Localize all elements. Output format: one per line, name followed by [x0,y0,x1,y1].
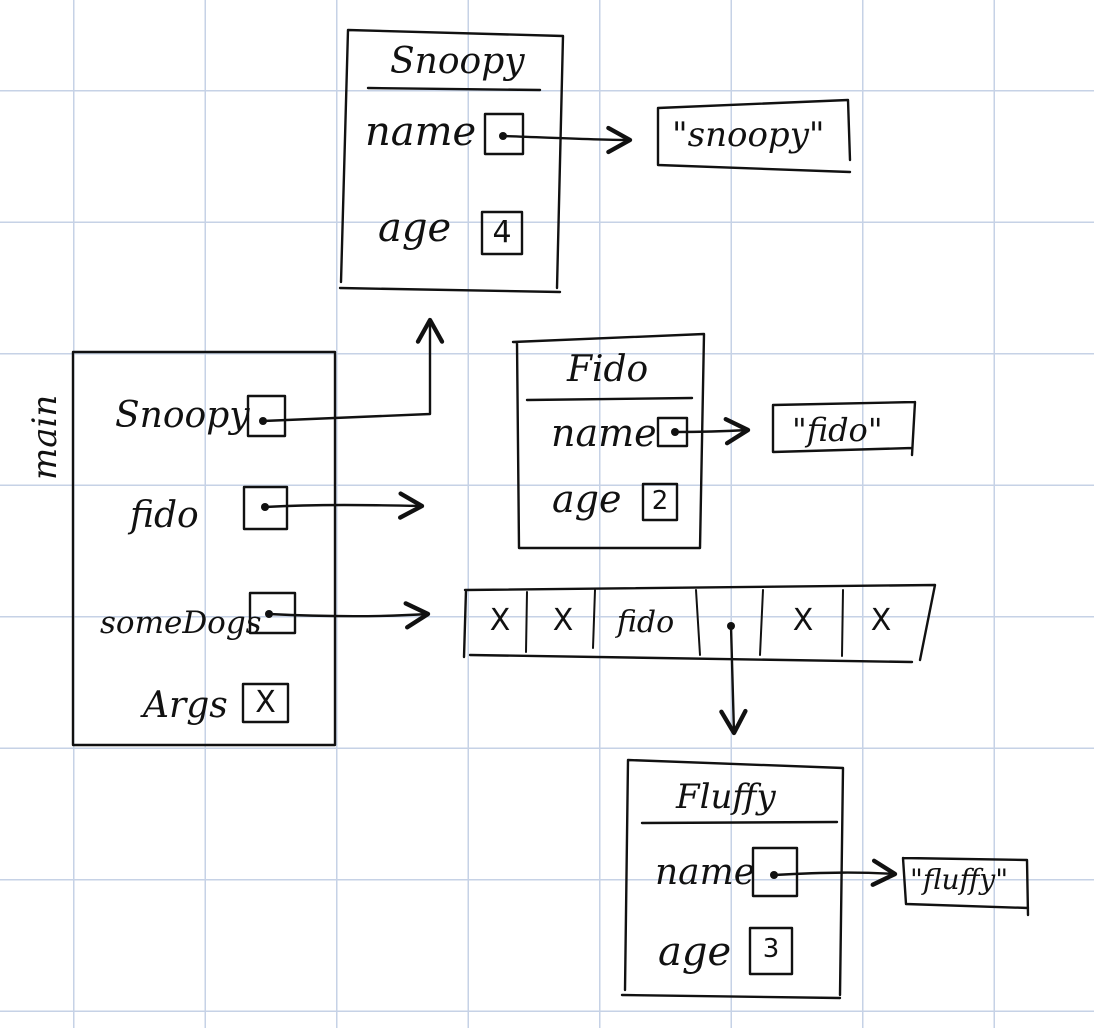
somedogs-pointer-arrow [267,601,431,630]
snoopy-pointer-arrow [261,317,445,423]
fido-name-arrow [673,417,751,446]
fluffy-age-value: 3 [762,934,780,964]
fido-field-name: name [551,411,657,455]
fluffy-field-name: name [655,852,756,893]
args-box [241,682,290,724]
fluffy-name-ref-box [751,846,799,898]
fido-age-value: 2 [651,486,669,516]
array-cell-4: X [792,603,814,638]
fido-title-underline [525,396,694,402]
snoopy-title-underline [366,86,542,92]
array-dividers [525,589,844,657]
fido-field-age: age [552,477,622,521]
snoopy-ref-box [246,394,287,438]
array-cell-5: X [870,603,892,638]
array-cell-2: fido [616,605,675,640]
somedogs-array-box [462,583,937,664]
fluffy-age-box [748,926,794,976]
args-null-value: X [255,685,276,720]
fluffy-name-string: "fluffy" [910,863,1009,896]
snoopy-string-box [656,98,852,174]
snoopy-name-string: "snoopy" [672,115,825,155]
fluffy-string-box [901,856,1030,917]
fluffy-title-underline [640,820,839,825]
fluffy-object-title: Fluffy [676,777,776,817]
main-frame-box [71,350,337,747]
main-var-args: Args [143,685,228,726]
array-cell-0: X [489,603,511,638]
array-cell-3-arrow [719,624,748,736]
snoopy-object-box [338,28,565,294]
snoopy-object-title: Snoopy [390,41,525,82]
fido-name-string: "fido" [792,411,883,449]
snoopy-name-arrow [501,125,633,155]
main-var-fido: fido [130,495,199,536]
snoopy-field-name: name [365,109,477,155]
main-var-snoopy: Snoopy [115,395,250,436]
fluffy-name-arrow [772,858,898,887]
snoopy-name-ref-box [483,112,525,156]
somedogs-ref-box [248,591,297,635]
fido-string-box [771,400,917,457]
main-frame-label: main [25,394,65,480]
fido-ref-box [242,485,289,531]
snoopy-field-age: age [378,205,452,251]
fluffy-field-age: age [658,929,732,975]
fido-pointer-arrow [263,491,425,520]
fido-age-box [641,482,679,522]
snoopy-age-value: 4 [492,215,512,250]
snoopy-age-box [480,210,524,256]
array-cell-1: X [552,603,574,638]
fido-object-box [511,332,706,550]
fluffy-object-box [620,758,845,1000]
fido-object-title: Fido [567,349,649,390]
main-var-somedogs: someDogs [100,605,262,641]
